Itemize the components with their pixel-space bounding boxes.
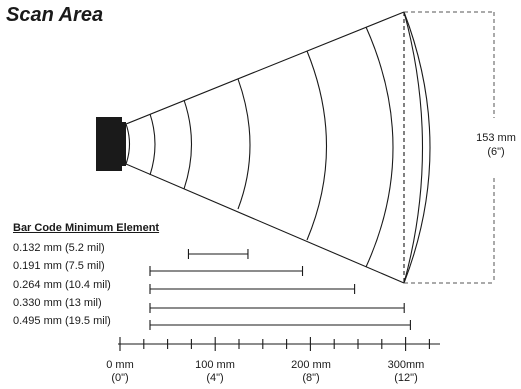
element-label-2: 0.264 mm (10.4 mil) xyxy=(13,279,111,291)
axis-tick-in-3: (12") xyxy=(394,372,418,384)
axis-tick-mm-2: 200 mm xyxy=(291,359,331,371)
element-label-3: 0.330 mm (13 mil) xyxy=(13,297,102,309)
range-bar-4 xyxy=(149,320,411,330)
axis-tick-label-0: 0 mm (0") xyxy=(85,359,155,385)
width-dimension xyxy=(404,11,495,284)
range-bar-3 xyxy=(149,303,405,313)
scanner-icon xyxy=(96,117,126,171)
range-bar-2 xyxy=(149,284,356,294)
axis-tick-mm-1: 100 mm xyxy=(195,359,235,371)
axis-tick-in-2: (8") xyxy=(302,372,320,384)
width-dimension-in: (6") xyxy=(487,146,505,158)
width-dimension-label: 153 mm (6") xyxy=(466,131,521,159)
range-bar-1 xyxy=(149,266,304,276)
element-label-0: 0.132 mm (5.2 mil) xyxy=(13,242,105,254)
axis-tick-label-1: 100 mm (4") xyxy=(180,359,250,385)
axis-tick-label-3: 300mm (12") xyxy=(371,359,441,385)
axis-tick-in-1: (4") xyxy=(206,372,224,384)
axis-tick-mm-0: 0 mm xyxy=(106,359,134,371)
axis-tick-in-0: (0") xyxy=(111,372,129,384)
range-bar-0 xyxy=(187,249,249,259)
element-label-4: 0.495 mm (19.5 mil) xyxy=(13,315,111,327)
axis-tick-label-2: 200 mm (8") xyxy=(276,359,346,385)
range-bars xyxy=(149,249,411,330)
page-title: Scan Area xyxy=(6,4,104,26)
scan-cone xyxy=(125,11,431,284)
width-dimension-mm: 153 mm xyxy=(476,132,516,144)
distance-axis xyxy=(118,337,440,351)
legend-heading: Bar Code Minimum Element xyxy=(13,222,160,234)
axis-tick-mm-3: 300mm xyxy=(387,359,425,371)
element-label-1: 0.191 mm (7.5 mil) xyxy=(13,260,105,272)
